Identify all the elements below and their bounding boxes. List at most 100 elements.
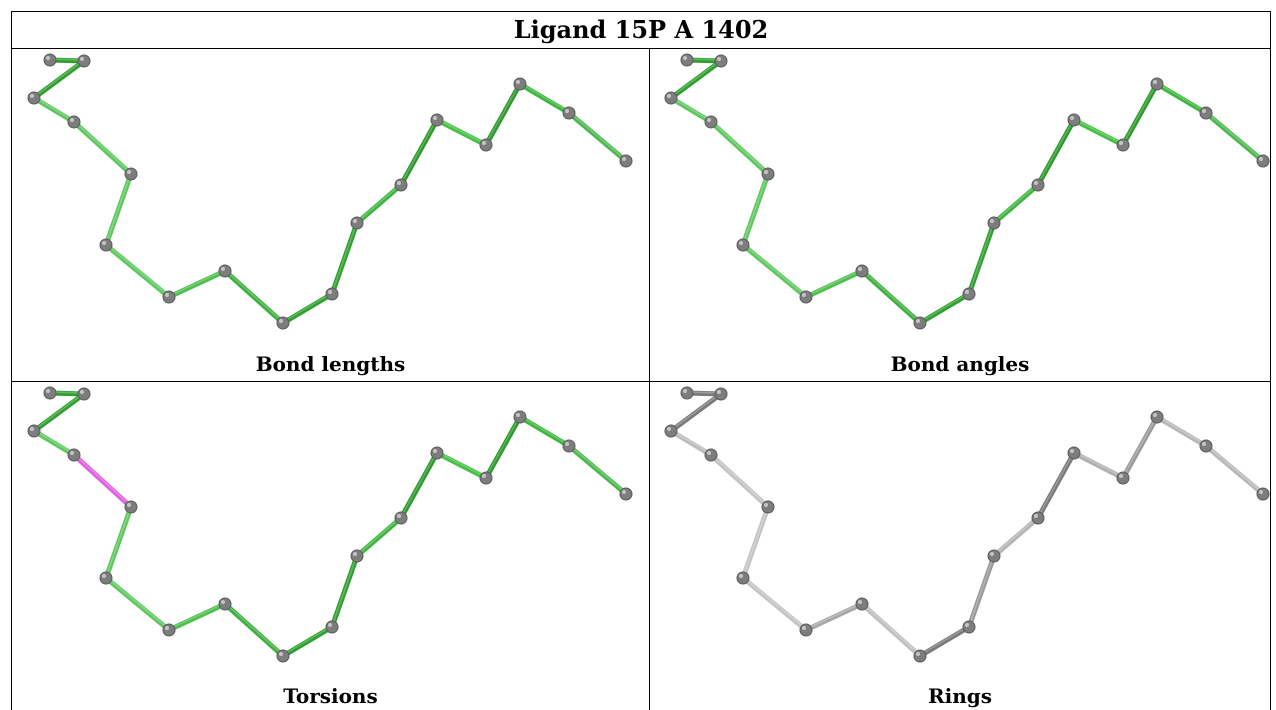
bond: [280, 624, 335, 659]
atom: [479, 138, 493, 152]
atom-shine: [1202, 442, 1206, 446]
bond: [354, 515, 404, 559]
atom-shine: [328, 623, 332, 627]
bond: [708, 452, 771, 510]
bond-highlight: [105, 505, 132, 578]
bond-highlight: [1156, 415, 1207, 446]
bond-highlight: [105, 576, 170, 630]
atom: [430, 446, 444, 460]
bond: [103, 171, 134, 248]
caption-bond-angles: Bond angles: [890, 352, 1030, 376]
bond-highlight: [356, 516, 402, 556]
bond: [517, 81, 572, 116]
atom-shine: [565, 442, 569, 446]
bond-highlight: [568, 444, 627, 494]
bond: [103, 242, 172, 300]
atom-shine: [622, 157, 626, 161]
atom-shine: [764, 503, 768, 507]
bond: [668, 58, 724, 101]
atom-shine: [965, 623, 969, 627]
atom: [1031, 178, 1045, 192]
bond-highlight: [742, 505, 769, 578]
atom: [43, 386, 57, 400]
atom-shine: [916, 652, 920, 656]
atom-shine: [46, 389, 50, 393]
bond: [222, 268, 286, 326]
atom-shine: [80, 57, 84, 61]
atom-shine: [70, 451, 74, 455]
atom-shine: [102, 241, 106, 245]
caption-rings: Rings: [927, 684, 992, 708]
atom: [987, 549, 1001, 563]
atom: [962, 620, 976, 634]
atom: [704, 115, 718, 129]
molecule-view-bond-angles: [664, 53, 1270, 330]
panel-rings: Rings: [650, 382, 1270, 710]
atom: [513, 77, 527, 91]
atom-shine: [1259, 490, 1263, 494]
atom-shine: [102, 574, 106, 578]
bond: [859, 268, 923, 326]
atom-shine: [965, 290, 969, 294]
bond: [1154, 81, 1209, 116]
bond-highlight: [1073, 118, 1124, 145]
atom-shine: [221, 600, 225, 604]
atom-shine: [1034, 181, 1038, 185]
atom-shine: [30, 94, 34, 98]
atom: [619, 154, 633, 168]
atom: [218, 597, 232, 611]
atom-shine: [516, 413, 520, 417]
bond: [1120, 81, 1160, 148]
bond-highlight: [105, 172, 132, 245]
atom: [1199, 106, 1213, 120]
bond-highlight: [919, 292, 970, 323]
atom: [99, 571, 113, 585]
atom-shine: [1034, 514, 1038, 518]
atom: [1199, 439, 1213, 453]
bond-highlight: [919, 625, 970, 656]
atom-shine: [80, 390, 84, 394]
bond-highlight: [436, 118, 487, 145]
atom-shine: [707, 451, 711, 455]
bond-highlight: [968, 554, 995, 627]
bond: [740, 171, 771, 248]
bond: [398, 117, 440, 188]
atom-shine: [717, 57, 721, 61]
atom-shine: [858, 267, 862, 271]
atom: [1150, 77, 1164, 91]
bond-highlight: [861, 602, 921, 656]
atom-shine: [1070, 449, 1074, 453]
atom: [394, 178, 408, 192]
caption-torsions: Torsions: [283, 684, 378, 708]
bond-highlight: [968, 221, 995, 294]
atom: [714, 54, 728, 68]
atom-shine: [397, 514, 401, 518]
atom: [1067, 446, 1081, 460]
atom-shine: [667, 427, 671, 431]
atom: [736, 571, 750, 585]
atom-shine: [221, 267, 225, 271]
bond-highlight: [742, 172, 769, 245]
atom-shine: [990, 552, 994, 556]
bond: [1035, 450, 1077, 521]
atom-shine: [990, 219, 994, 223]
bond: [668, 95, 714, 125]
atom: [680, 386, 694, 400]
atom: [99, 238, 113, 252]
bond: [1120, 414, 1160, 481]
bond: [31, 428, 77, 458]
atom-shine: [683, 389, 687, 393]
atom-shine: [46, 56, 50, 60]
atom: [124, 500, 138, 514]
atom-shine: [1153, 80, 1157, 84]
atom-shine: [667, 94, 671, 98]
bond-highlight: [742, 243, 807, 297]
atom: [350, 549, 364, 563]
molecule-view-rings: [664, 386, 1270, 663]
bond-highlight: [805, 269, 863, 297]
atom: [736, 238, 750, 252]
bond: [71, 119, 134, 177]
bond: [1071, 117, 1126, 148]
bond-highlight: [105, 243, 170, 297]
atom-shine: [165, 293, 169, 297]
